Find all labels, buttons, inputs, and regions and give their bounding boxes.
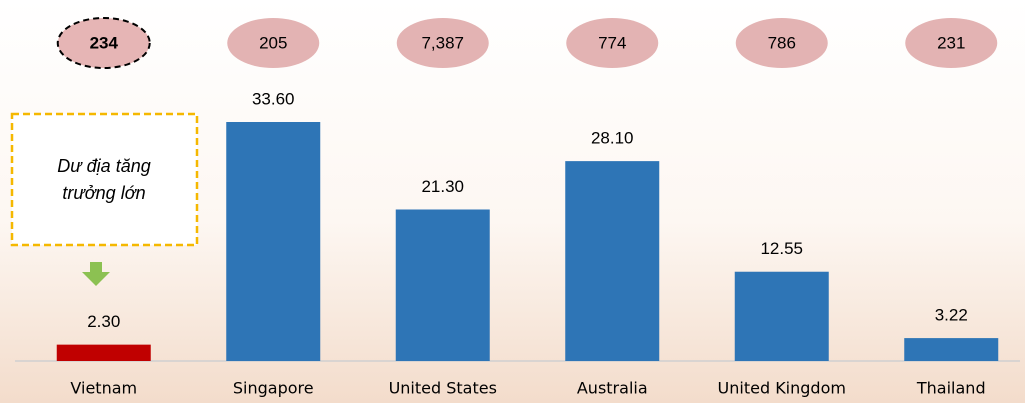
value-label: 3.22	[935, 306, 968, 325]
bar	[565, 161, 660, 361]
x-tick-label: United Kingdom	[718, 379, 846, 398]
x-tick-label: United States	[389, 379, 497, 398]
value-label: 12.55	[760, 239, 803, 258]
bubble	[735, 18, 828, 68]
bubble-label: 774	[598, 33, 626, 52]
bar	[904, 338, 999, 361]
arrow	[82, 262, 110, 286]
value-label: 21.30	[421, 177, 464, 196]
x-tick-label: Thailand	[916, 379, 986, 398]
bubble-label: 786	[768, 33, 796, 52]
bar	[226, 122, 321, 361]
x-tick-label: Australia	[577, 379, 648, 398]
bubble	[566, 18, 659, 68]
bar	[56, 344, 151, 361]
x-tick-label: Singapore	[233, 379, 314, 398]
bubble	[227, 18, 320, 68]
value-label: 2.30	[87, 312, 120, 331]
bubble	[56, 17, 151, 69]
value-label: 33.60	[252, 89, 295, 108]
bubble-label: 231	[937, 33, 965, 52]
bubble	[905, 18, 998, 68]
bubble-label: 205	[259, 33, 287, 52]
value-label: 28.10	[591, 129, 634, 148]
bubble-label: 7,387	[421, 33, 464, 52]
x-tick-label: Vietnam	[70, 379, 137, 398]
annotation-text: Dư địa tăng	[57, 156, 150, 176]
bar	[734, 271, 829, 361]
annotation-text: trưởng lớn	[62, 183, 145, 203]
bubble-label: 234	[90, 33, 119, 52]
bar	[395, 209, 490, 361]
annotation-box	[10, 112, 199, 247]
bubble	[396, 18, 489, 68]
